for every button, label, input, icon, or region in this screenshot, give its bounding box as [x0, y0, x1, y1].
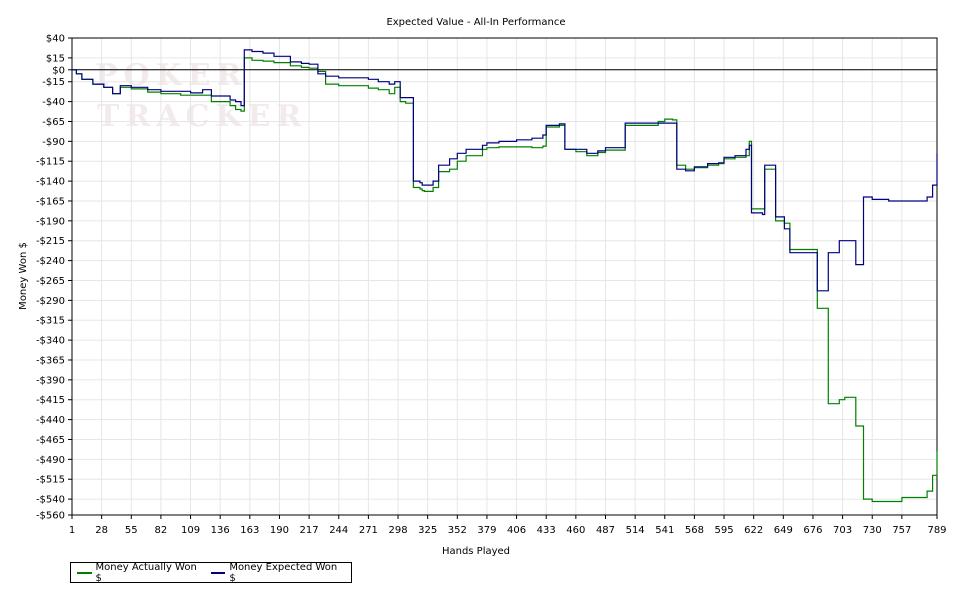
x-tick-label: 460 — [566, 525, 585, 536]
x-tick-label: 757 — [892, 525, 911, 536]
x-tick-label: 514 — [626, 525, 645, 536]
x-tick-label: 789 — [927, 525, 946, 536]
y-tick-label: -$90 — [42, 137, 65, 148]
x-tick-label: 244 — [329, 525, 348, 536]
x-axis: 1 28 55 82 109 136 163 190 217 244 271 298 325 352 379… — [69, 515, 947, 536]
y-tick-label: -$265 — [36, 276, 65, 287]
series-lines — [72, 49, 938, 503]
y-tick-label: -$140 — [36, 177, 65, 188]
y-tick-label: -$315 — [36, 316, 65, 327]
x-tick-label: 28 — [95, 525, 108, 536]
legend-swatch-actual — [77, 571, 92, 574]
x-tick-label: 595 — [714, 525, 733, 536]
y-tick-label: -$215 — [36, 236, 65, 247]
legend-label-expected: Money Expected Won $ — [229, 561, 338, 584]
y-tick-label: -$440 — [36, 415, 65, 426]
x-tick-label: 136 — [211, 525, 230, 536]
x-tick-label: 55 — [125, 525, 138, 536]
y-tick-label: -$415 — [36, 395, 65, 406]
x-tick-label: 352 — [448, 525, 467, 536]
y-tick-label: $40 — [46, 34, 65, 45]
y-tick-label: -$515 — [36, 475, 65, 486]
x-tick-label: 190 — [270, 525, 289, 536]
x-tick-label: 676 — [803, 525, 822, 536]
svg-text:TRACKER: TRACKER — [97, 99, 307, 134]
x-tick-label: 271 — [359, 525, 378, 536]
y-tick-label: -$165 — [36, 196, 65, 207]
x-tick-label: 379 — [477, 525, 496, 536]
x-tick-label: 82 — [155, 525, 168, 536]
series-line-expected — [72, 49, 938, 292]
y-tick-label: -$560 — [36, 511, 65, 522]
y-tick-label: $15 — [46, 53, 65, 64]
y-tick-label: -$340 — [36, 336, 65, 347]
legend-item-expected: Money Expected Won $ — [210, 561, 343, 584]
y-tick-label: -$40 — [42, 97, 65, 108]
x-tick-label: 163 — [240, 525, 259, 536]
x-axis-label: Hands Played — [442, 546, 510, 557]
x-tick-label: 487 — [596, 525, 615, 536]
legend-swatch-expected — [210, 571, 226, 574]
x-tick-label: 109 — [181, 525, 200, 536]
y-tick-label: $0 — [52, 65, 65, 76]
y-tick-label: -$15 — [42, 77, 65, 88]
y-tick-label: -$390 — [36, 375, 65, 386]
y-axis-label: Money Won $ — [18, 242, 29, 310]
x-tick-label: 406 — [507, 525, 526, 536]
chart-title: Expected Value - All-In Performance — [386, 17, 565, 28]
legend: Money Actually Won $ Money Expected Won … — [70, 561, 352, 584]
y-tick-label: -$240 — [36, 256, 65, 267]
y-tick-label: -$490 — [36, 455, 65, 466]
x-tick-label: 1 — [69, 525, 75, 536]
x-tick-label: 325 — [418, 525, 437, 536]
x-tick-label: 649 — [774, 525, 793, 536]
x-tick-label: 730 — [863, 525, 882, 536]
plot-area-border — [71, 37, 938, 516]
y-tick-label: -$65 — [42, 117, 65, 128]
legend-item-actual: Money Actually Won $ — [77, 562, 203, 584]
x-tick-label: 541 — [655, 525, 674, 536]
svg-text:POKER: POKER — [95, 58, 248, 93]
x-tick-label: 217 — [300, 525, 319, 536]
x-tick-label: 568 — [685, 525, 704, 536]
legend-label-actual: Money Actually Won $ — [95, 561, 197, 584]
y-tick-label: -$190 — [36, 216, 65, 227]
x-tick-label: 298 — [388, 525, 407, 536]
y-tick-label: -$540 — [36, 495, 65, 506]
x-tick-label: 433 — [537, 525, 556, 536]
x-tick-label: 703 — [833, 525, 852, 536]
y-tick-label: -$115 — [36, 157, 65, 168]
y-tick-label: -$465 — [36, 435, 65, 446]
y-axis: $40 $15$0-$15 -$40 -$65 -$90 -$115 -$140 -$165 -… — [36, 34, 72, 522]
y-tick-label: -$290 — [36, 296, 65, 307]
y-tick-label: -$365 — [36, 355, 65, 366]
x-tick-label: 622 — [744, 525, 763, 536]
